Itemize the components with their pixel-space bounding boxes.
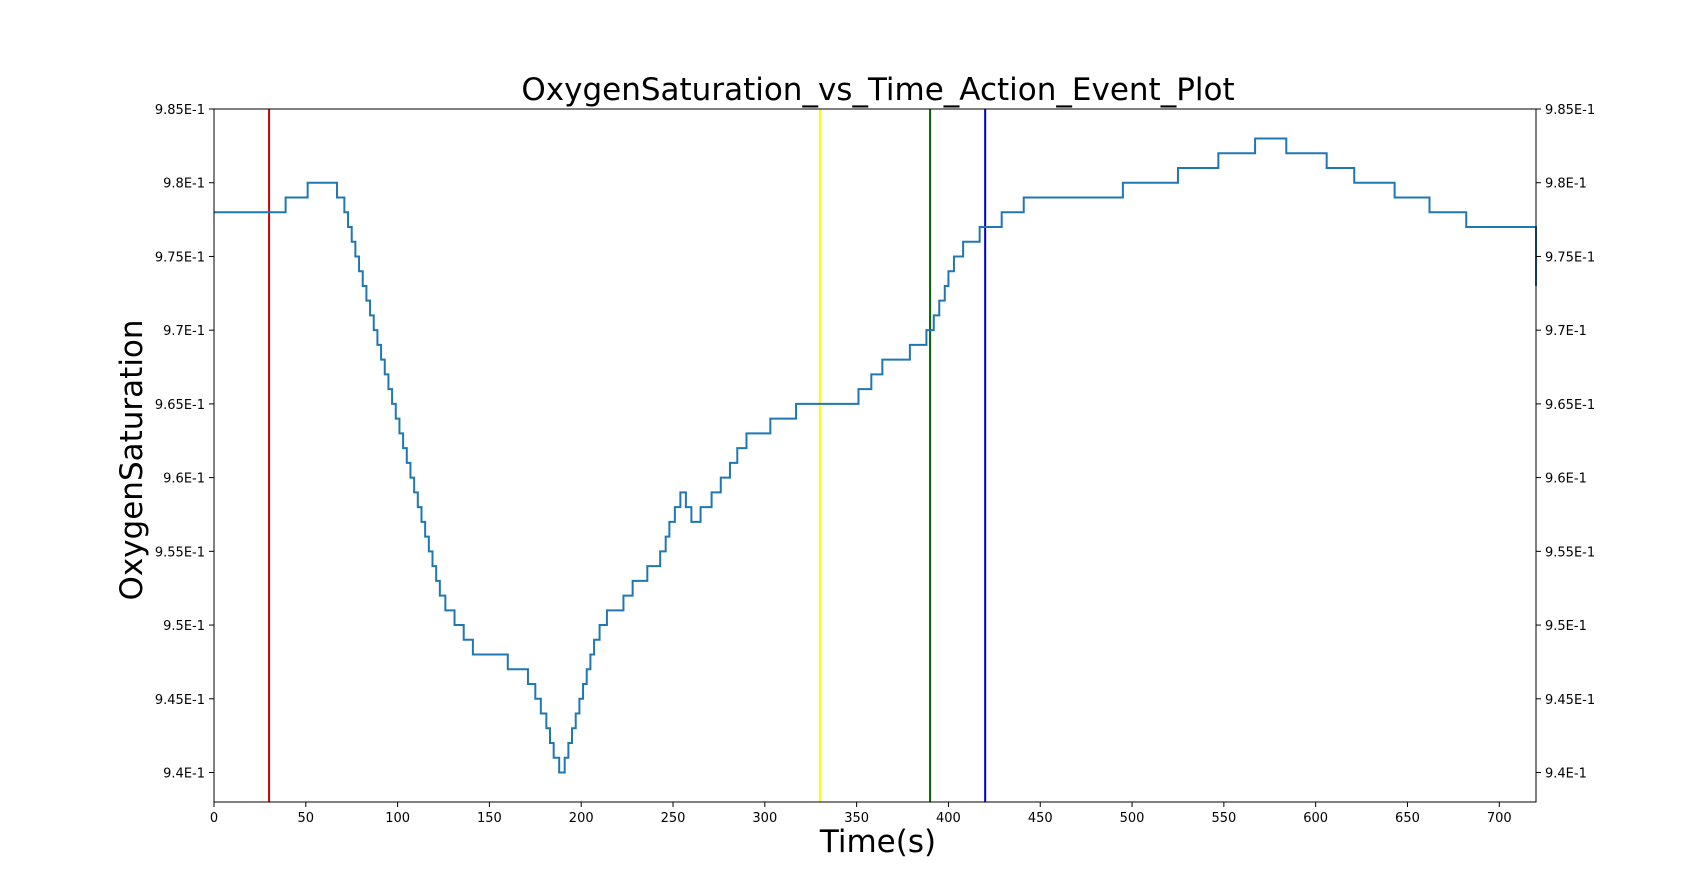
x-tick-label: 150 (477, 811, 502, 826)
y-tick-label-right: 9.65E-1 (1545, 398, 1595, 413)
y-tick-label-right: 9.85E-1 (1545, 103, 1595, 118)
x-axis-ticks: 0 50 100 150 200 250 300 350 400 450 500 550 600 650 7… (210, 802, 1512, 826)
event-lines (268, 109, 987, 802)
y-tick-label-right: 9.6E-1 (1545, 472, 1587, 487)
y-axis-ticks: 9.4E-1 9.4E-1 9.45E-1 9.45E-1 9.5E-1 9.5E-1 9.… (155, 103, 1595, 782)
y-tick-label-left: 9.4E-1 (163, 767, 205, 782)
x-tick-label: 700 (1487, 811, 1512, 826)
y-tick-label-right: 9.7E-1 (1545, 324, 1587, 339)
series-lines (214, 137, 1537, 774)
y-axis-label: OxygenSaturation (114, 319, 150, 600)
x-tick-label: 300 (752, 811, 777, 826)
plot-frame (213, 108, 1537, 803)
x-tick-label: 250 (661, 811, 686, 826)
x-tick-label: 450 (1028, 811, 1053, 826)
y-tick-label-left: 9.85E-1 (155, 103, 205, 118)
x-tick-label: 100 (385, 811, 410, 826)
series-line-0 (214, 137, 1537, 774)
y-tick-label-right: 9.4E-1 (1545, 767, 1587, 782)
x-axis-label: Time(s) (819, 824, 936, 860)
y-tick-label-right: 9.45E-1 (1545, 693, 1595, 708)
x-tick-label: 50 (298, 811, 315, 826)
x-tick-label: 400 (936, 811, 961, 826)
x-tick-label: 550 (1211, 811, 1236, 826)
y-tick-label-right: 9.75E-1 (1545, 250, 1595, 265)
chart-title: OxygenSaturation_vs_Time_Action_Event_Pl… (521, 72, 1234, 108)
x-tick-label: 200 (569, 811, 594, 826)
y-tick-label-right: 9.55E-1 (1545, 545, 1595, 560)
y-tick-label-left: 9.75E-1 (155, 250, 205, 265)
x-tick-label: 650 (1395, 811, 1420, 826)
y-tick-label-left: 9.65E-1 (155, 398, 205, 413)
y-tick-label-left: 9.5E-1 (163, 619, 205, 634)
y-tick-label-left: 9.6E-1 (163, 472, 205, 487)
x-tick-label: 500 (1120, 811, 1145, 826)
y-tick-label-left: 9.55E-1 (155, 545, 205, 560)
y-tick-label-left: 9.45E-1 (155, 693, 205, 708)
y-tick-label-right: 9.8E-1 (1545, 177, 1587, 192)
x-tick-label: 350 (844, 811, 869, 826)
y-tick-label-left: 9.8E-1 (163, 177, 205, 192)
y-tick-label-left: 9.7E-1 (163, 324, 205, 339)
y-tick-label-right: 9.5E-1 (1545, 619, 1587, 634)
x-tick-label: 600 (1303, 811, 1328, 826)
x-tick-label: 0 (210, 811, 218, 826)
